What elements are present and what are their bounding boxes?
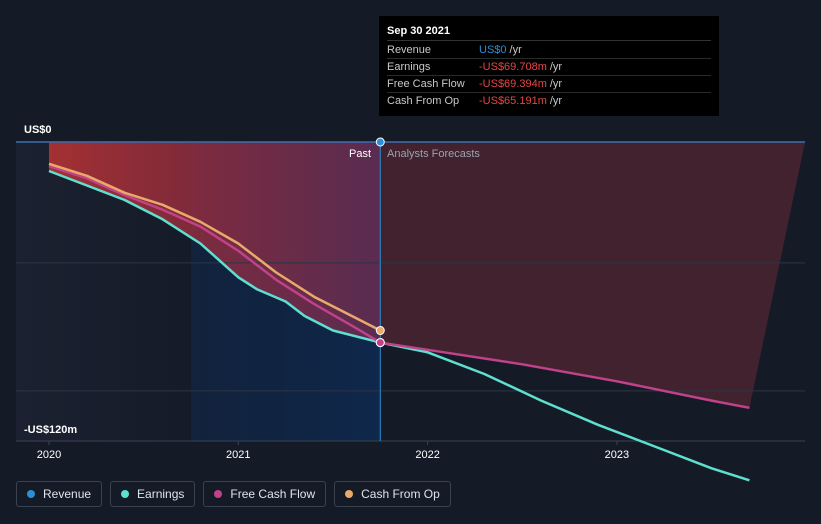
y-label-bottom: -US$120m — [24, 424, 77, 436]
legend: Revenue Earnings Free Cash Flow Cash Fro… — [16, 481, 451, 507]
legend-dot-icon — [27, 490, 35, 498]
tooltip-name: Cash From Op — [387, 95, 460, 107]
series-line-earnings — [48, 169, 750, 482]
tooltip: Sep 30 2021 Revenue US$0 /yr Earnings -U… — [379, 16, 719, 116]
tooltip-name: Revenue — [387, 44, 432, 56]
tooltip-date: Sep 30 2021 — [387, 24, 711, 41]
legend-item-earnings[interactable]: Earnings — [110, 481, 196, 507]
tooltip-row-earnings: Earnings -US$69.708m /yr — [387, 59, 711, 76]
legend-item-cash-from-op[interactable]: Cash From Op — [334, 481, 451, 507]
legend-item-revenue[interactable]: Revenue — [16, 481, 103, 507]
legend-label: Revenue — [43, 487, 92, 501]
tooltip-unit: /yr — [549, 95, 563, 107]
y-label-top: US$0 — [24, 124, 52, 136]
tooltip-value: -US$69.708m — [479, 61, 547, 73]
tooltip-name: Earnings — [387, 61, 431, 73]
forecast-loss-area — [380, 142, 805, 408]
tooltip-name: Free Cash Flow — [387, 78, 465, 90]
tooltip-unit: /yr — [549, 78, 563, 90]
tooltip-row-cash-from-op: Cash From Op -US$65.191m /yr — [387, 93, 711, 109]
tooltip-unit: /yr — [509, 44, 522, 56]
x-tick-label: 2021 — [226, 449, 250, 461]
x-tick-label: 2022 — [415, 449, 439, 461]
marker-free-cash-flow — [375, 338, 385, 348]
forecast-label: Analysts Forecasts — [387, 148, 480, 160]
legend-label: Earnings — [137, 487, 185, 501]
tooltip-row-revenue: Revenue US$0 /yr — [387, 42, 711, 59]
legend-dot-icon — [121, 490, 130, 498]
legend-dot-icon — [345, 490, 354, 498]
past-label: Past — [349, 148, 371, 160]
tooltip-value: -US$65.191m — [479, 95, 547, 107]
marker-revenue — [375, 137, 385, 147]
series-line-cash-from-op — [48, 162, 381, 332]
marker-cash-from-op — [375, 326, 385, 335]
tooltip-unit: /yr — [549, 61, 563, 73]
tooltip-value: US$0 — [479, 44, 507, 56]
legend-item-free-cash-flow[interactable]: Free Cash Flow — [203, 481, 327, 507]
x-tick-label: 2020 — [37, 449, 61, 461]
tooltip-value: -US$69.394m — [479, 78, 547, 90]
legend-label: Cash From Op — [361, 487, 440, 501]
x-tick-label: 2023 — [605, 449, 629, 461]
tooltip-row-free-cash-flow: Free Cash Flow -US$69.394m /yr — [387, 76, 711, 93]
series-line-free-cash-flow — [48, 165, 750, 410]
legend-label: Free Cash Flow — [230, 487, 316, 501]
legend-dot-icon — [214, 490, 223, 498]
